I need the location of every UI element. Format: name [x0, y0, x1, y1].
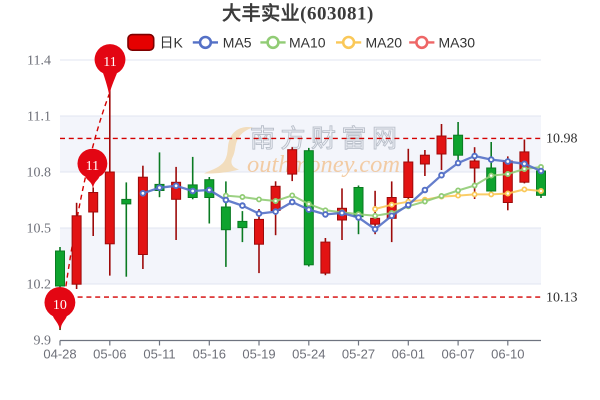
svg-text:11: 11 — [86, 159, 99, 174]
svg-text:10.8: 10.8 — [27, 166, 52, 181]
svg-text:10.2: 10.2 — [27, 278, 52, 293]
svg-text:大丰实业(603081): 大丰实业(603081) — [222, 2, 374, 25]
svg-text:05-11: 05-11 — [143, 347, 175, 362]
svg-text:05-16: 05-16 — [193, 347, 226, 362]
svg-text:10.5: 10.5 — [27, 222, 52, 237]
svg-text:MA10: MA10 — [289, 35, 326, 51]
svg-text:05-24: 05-24 — [292, 347, 325, 362]
svg-text:9.9: 9.9 — [34, 334, 52, 349]
svg-text:10: 10 — [53, 298, 67, 313]
svg-text:10.98: 10.98 — [546, 132, 578, 147]
svg-text:10.13: 10.13 — [546, 290, 578, 305]
svg-text:11.4: 11.4 — [27, 54, 51, 69]
svg-text:outhmoney.com: outhmoney.com — [247, 151, 400, 178]
svg-text:MA30: MA30 — [439, 35, 476, 51]
svg-text:04-28: 04-28 — [43, 347, 76, 362]
svg-text:05-27: 05-27 — [342, 347, 375, 362]
svg-text:MA5: MA5 — [223, 35, 252, 51]
svg-text:05-19: 05-19 — [242, 347, 275, 362]
svg-text:11.1: 11.1 — [27, 110, 51, 125]
svg-text:05-06: 05-06 — [93, 347, 126, 362]
svg-text:MA20: MA20 — [366, 35, 403, 51]
svg-text:06-07: 06-07 — [441, 347, 474, 362]
svg-text:06-01: 06-01 — [392, 347, 425, 362]
svg-text:11: 11 — [103, 55, 116, 70]
svg-text:日K: 日K — [160, 35, 184, 51]
svg-text:06-10: 06-10 — [491, 347, 524, 362]
